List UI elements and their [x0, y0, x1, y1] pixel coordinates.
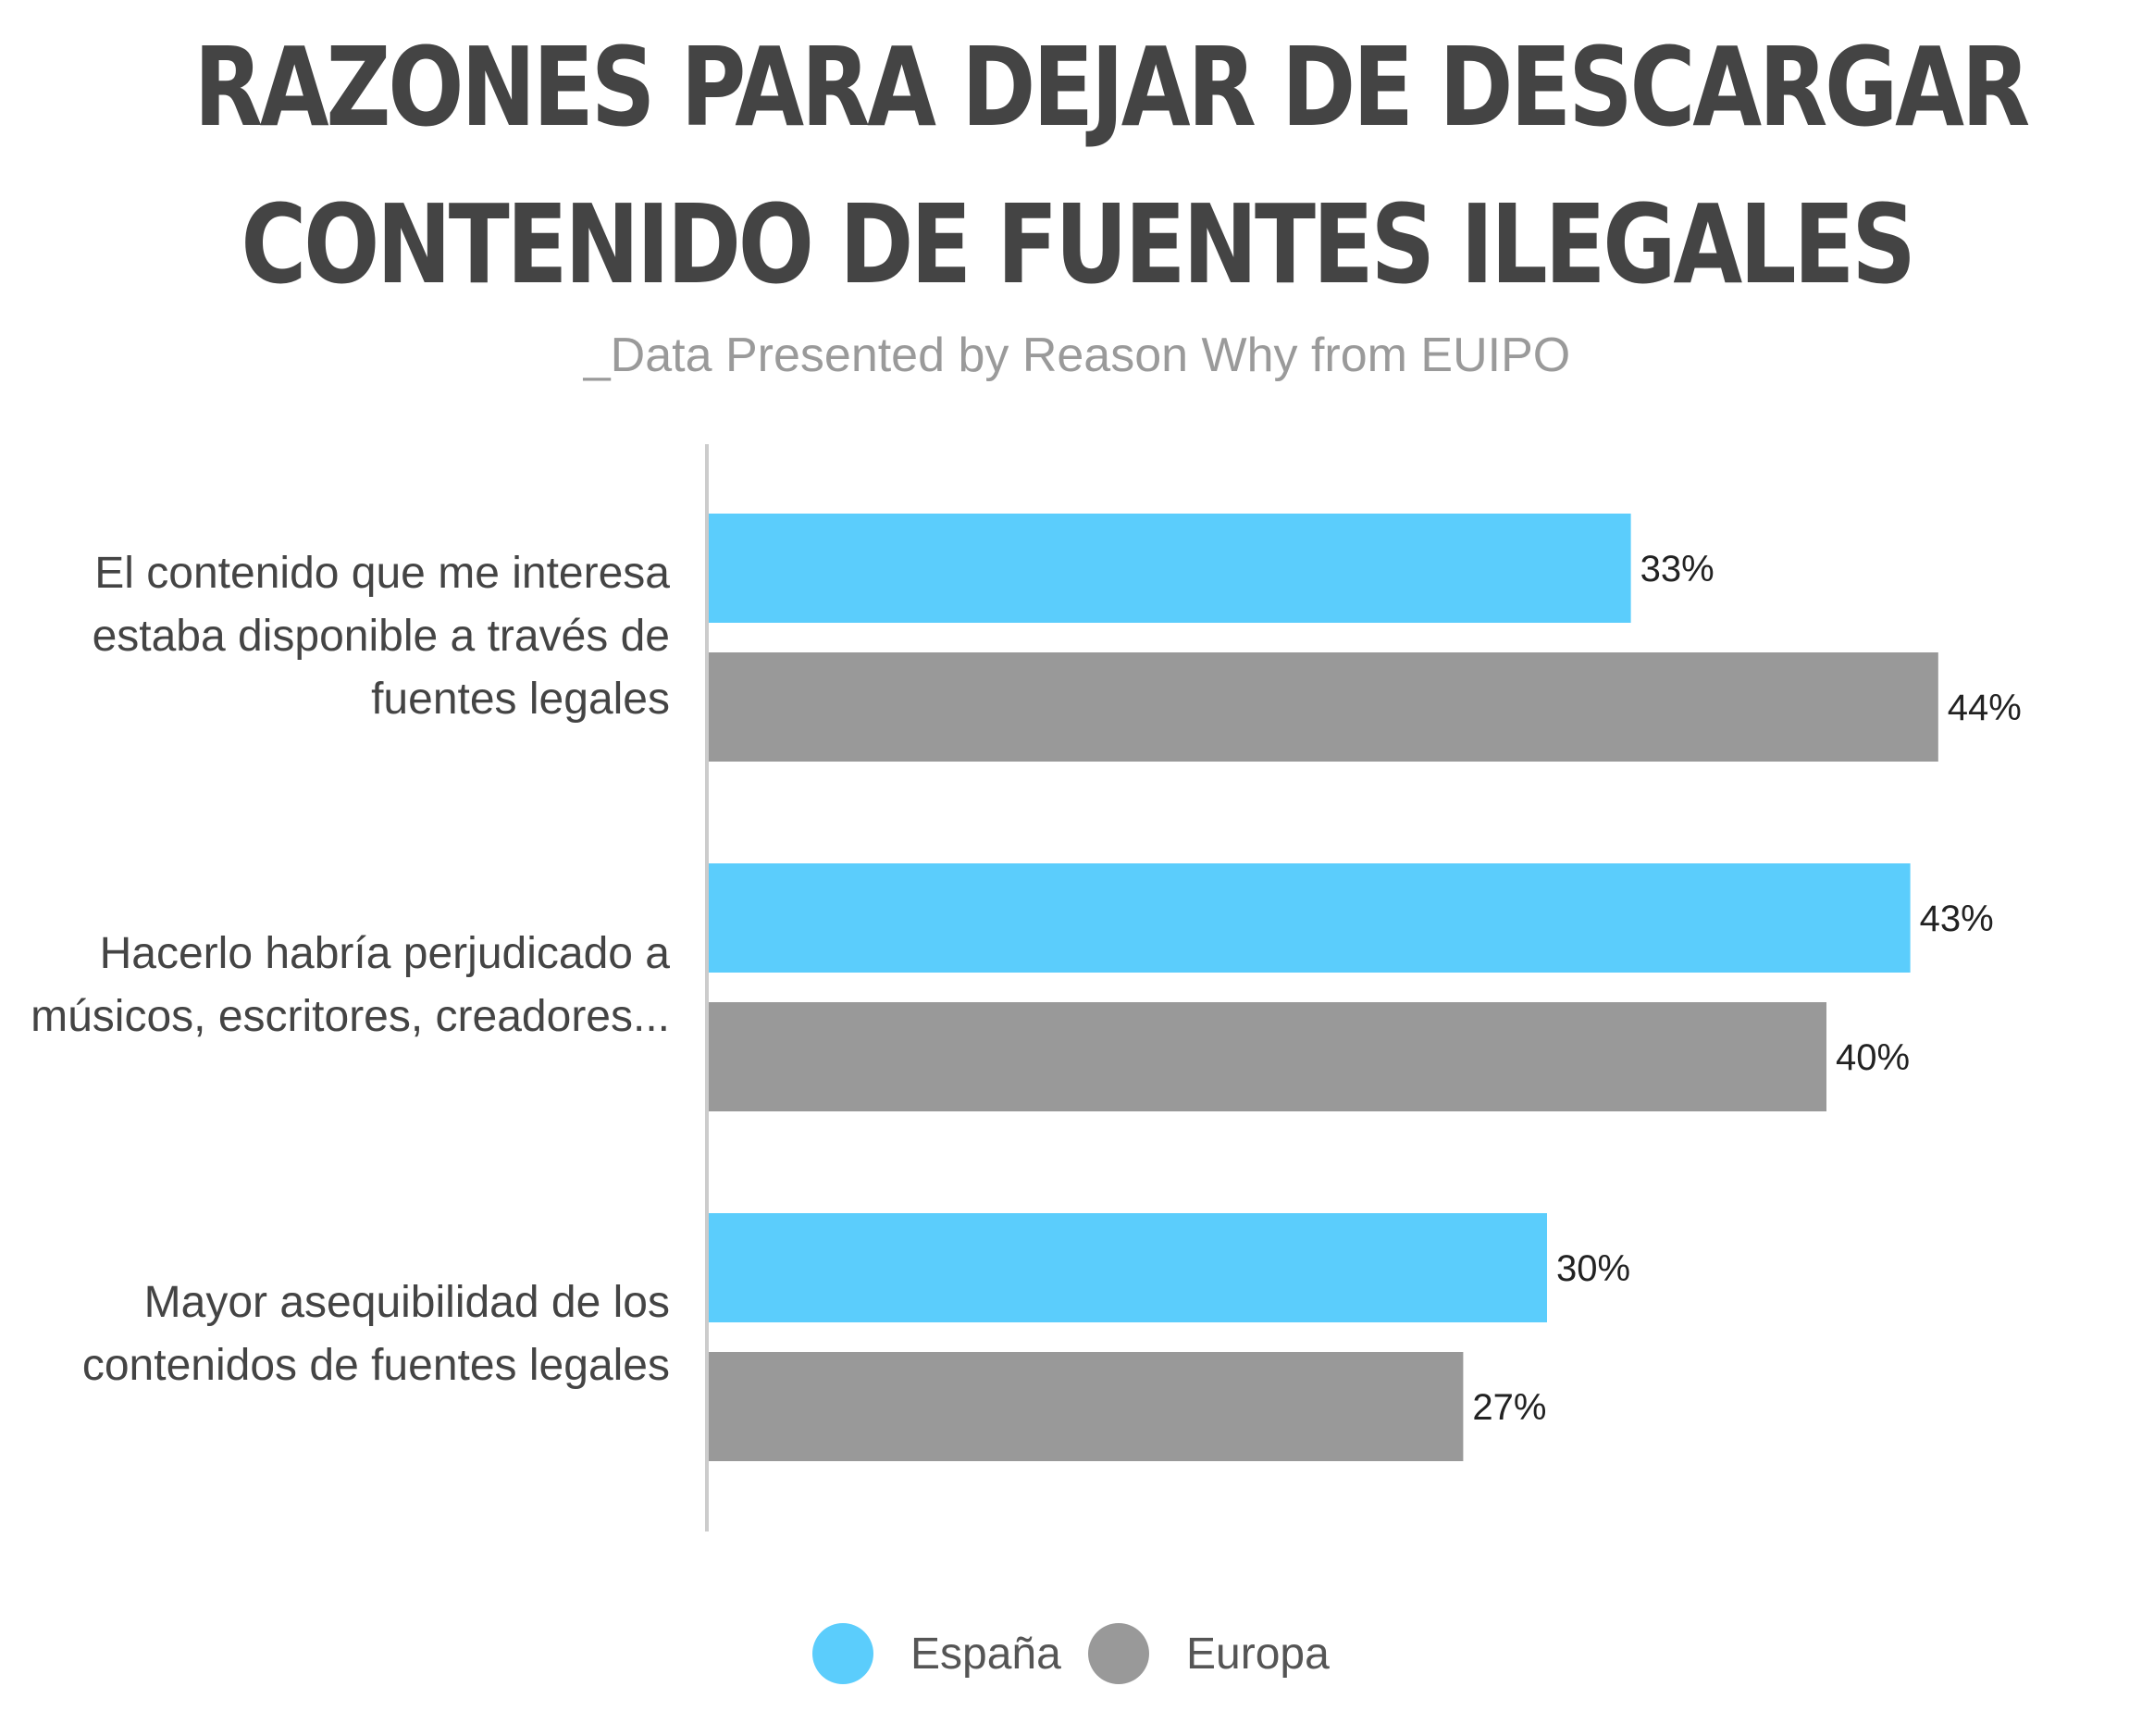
legend-swatch-espana [812, 1623, 873, 1684]
data-label-espana-0: 33% [1640, 549, 1715, 589]
legend-label-europa: Europa [1186, 1629, 1330, 1679]
category-label-line: Hacerlo habría perjudicado a [99, 929, 670, 978]
bar-espana-1 [709, 863, 1911, 973]
category-label-line: Mayor asequibilidad de los [143, 1278, 670, 1327]
chart-title-line-1: RAZONES PARA DEJAR DE DESCARGAR [193, 23, 2031, 151]
legend-item-espana: España [812, 1621, 1061, 1686]
category-label-0: El contenido que me interesa estaba disp… [4, 542, 670, 731]
data-label-espana-1: 43% [1920, 899, 1994, 939]
legend-swatch-europa [1088, 1623, 1149, 1684]
legend-label-espana: España [910, 1629, 1061, 1679]
category-label-line: fuentes legales [371, 675, 670, 724]
bar-europa-0 [709, 652, 1938, 762]
category-label-line: músicos, escritores, creadores... [31, 992, 670, 1041]
data-label-europa-0: 44% [1948, 688, 2022, 728]
category-label-2: Mayor asequibilidad de los contenidos de… [4, 1271, 670, 1397]
legend-item-europa: Europa [1088, 1621, 1330, 1686]
bar-espana-0 [709, 514, 1631, 623]
category-label-1: Hacerlo habría perjudicado a músicos, es… [4, 923, 670, 1048]
data-label-europa-2: 27% [1472, 1387, 1546, 1428]
bar-espana-2 [709, 1213, 1547, 1322]
bar-europa-2 [709, 1352, 1464, 1461]
bar-europa-1 [709, 1002, 1826, 1111]
category-label-line: El contenido que me interesa [94, 549, 670, 598]
category-label-line: estaba disponible a través de [92, 612, 670, 661]
category-label-line: contenidos de fuentes legales [81, 1341, 670, 1390]
chart-subtitle: _Data Presented by Reason Why from EUIPO [583, 329, 1571, 382]
data-label-europa-1: 40% [1836, 1037, 1910, 1078]
chart-title-line-2: CONTENIDO DE FUENTES ILEGALES [241, 180, 1916, 308]
data-label-espana-2: 30% [1556, 1248, 1630, 1289]
